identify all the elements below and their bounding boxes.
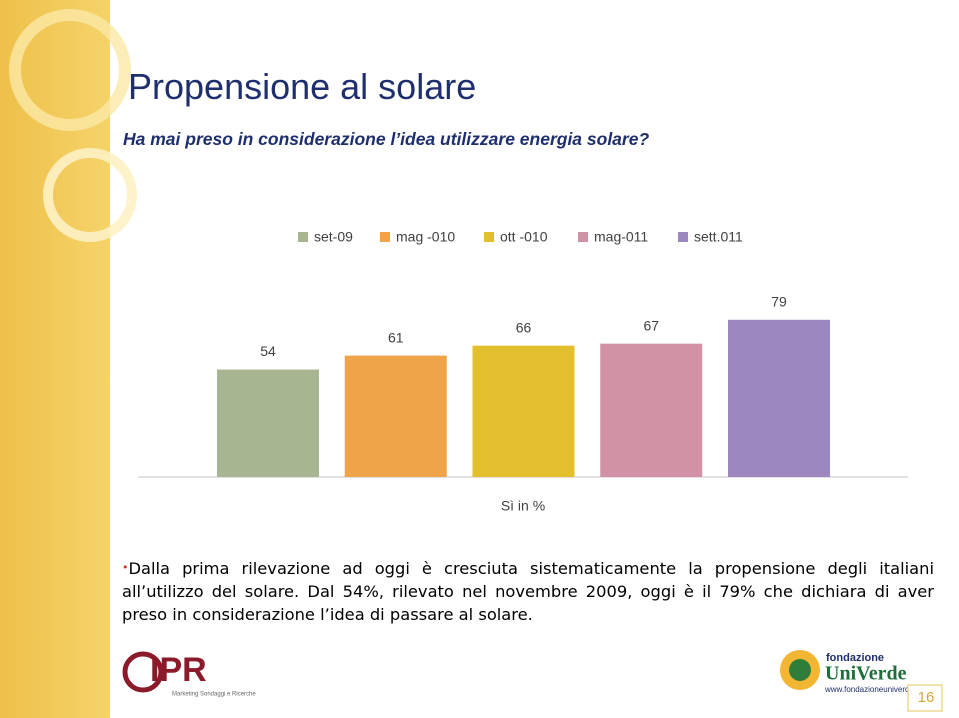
logo-left: IPR Marketing Sondaggi e Ricerche — [122, 651, 256, 698]
logo-swoosh — [122, 651, 164, 693]
logo-url: www.fondazioneuniverde.it — [824, 685, 921, 694]
data-label: 61 — [388, 329, 404, 345]
data-label: 79 — [771, 293, 787, 309]
legend-label: ott -010 — [500, 229, 548, 245]
legend-label: mag -010 — [396, 229, 455, 245]
bar — [600, 343, 703, 477]
logo-text: fondazione — [826, 652, 884, 664]
subtitle: Ha mai preso in considerazione l’idea ut… — [123, 129, 650, 149]
legend-label: sett.011 — [694, 229, 743, 245]
legend-label: mag-011 — [594, 229, 648, 245]
page-box — [907, 684, 943, 712]
data-label: 54 — [260, 343, 276, 359]
bar — [728, 319, 830, 477]
bar — [344, 355, 447, 477]
bar — [472, 345, 575, 477]
data-label: 66 — [516, 319, 532, 335]
legend-swatch — [298, 232, 308, 242]
logo-core — [789, 659, 811, 681]
data-label: 67 — [643, 317, 659, 333]
bullet-text: Dalla prima rilevazione ad oggi è cresci… — [122, 556, 934, 626]
decor-circle — [43, 148, 137, 242]
legend-swatch — [678, 232, 688, 242]
title: Propensione al solare — [128, 66, 477, 107]
logo-tagline: Marketing Sondaggi e Ricerche — [172, 692, 256, 698]
logo-text: IPR — [150, 651, 207, 689]
legend-label: set-09 — [314, 229, 353, 245]
side-band — [0, 0, 110, 718]
logo-text: UniVerde — [825, 663, 907, 685]
x-tick-label: Sì in % — [501, 498, 545, 514]
bar — [217, 369, 319, 477]
logo-right: fondazione UniVerde www.fondazioneuniver… — [780, 650, 921, 694]
decor-circle — [9, 9, 131, 131]
legend-swatch — [578, 232, 588, 242]
page-number: 16 — [918, 689, 935, 706]
legend-swatch — [484, 232, 494, 242]
legend-swatch — [380, 232, 390, 242]
